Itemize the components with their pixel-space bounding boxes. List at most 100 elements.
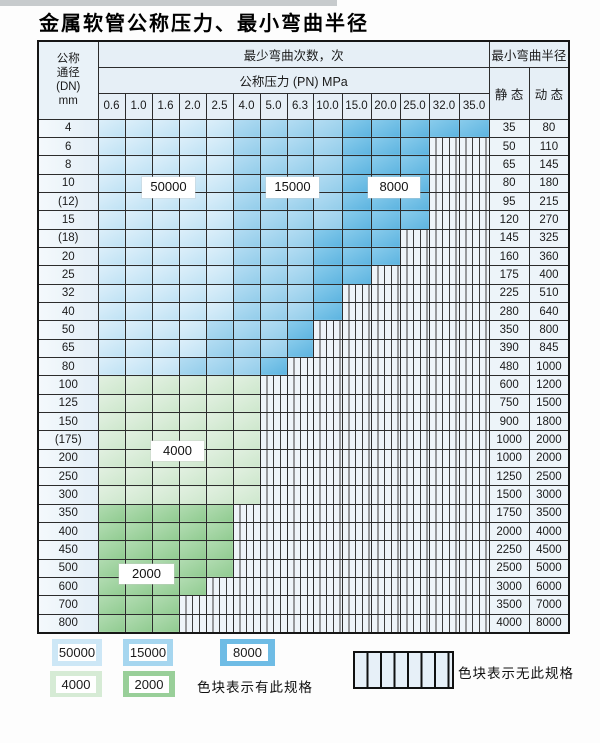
no-spec-cell xyxy=(370,503,401,524)
no-spec-cell xyxy=(341,301,372,322)
static-radius-cell: 160 xyxy=(488,246,530,267)
table-row: 125 750 1500 xyxy=(37,393,570,414)
no-spec-cell xyxy=(232,503,261,524)
spec-cell-50000 xyxy=(97,118,126,138)
dynamic-radius-cell: 215 xyxy=(528,191,570,212)
table-row: 25 175 400 xyxy=(37,265,570,285)
dn-cell: 32 xyxy=(37,283,99,303)
no-spec-cell xyxy=(428,467,460,487)
static-radius-cell: 65 xyxy=(488,155,530,175)
table-row: (175) 1000 2000 xyxy=(37,430,570,450)
spec-cell-8000 xyxy=(341,210,372,230)
spec-cell-8000 xyxy=(312,301,343,322)
spec-cell-50000 xyxy=(124,301,153,322)
pressure-header: 公称压力 (PN) MPa xyxy=(97,66,490,94)
dn-cell: (18) xyxy=(37,228,99,248)
spec-cell-15000 xyxy=(205,320,234,340)
spec-cell-4000 xyxy=(178,411,207,432)
spec-cell-15000 xyxy=(232,210,261,230)
no-spec-cell xyxy=(205,577,234,597)
spec-cell-50000 xyxy=(151,301,180,322)
no-spec-cell xyxy=(458,522,490,542)
spec-cell-2000 xyxy=(97,540,126,560)
dn-header-line: 公称 xyxy=(56,53,80,66)
spec-cell-50000 xyxy=(178,136,207,157)
no-spec-cell xyxy=(286,393,314,414)
spec-cell-4000 xyxy=(151,411,180,432)
static-radius-cell: 390 xyxy=(488,338,530,358)
spec-cell-15000 xyxy=(312,173,343,193)
no-spec-cell xyxy=(370,393,401,414)
spec-cell-2000 xyxy=(124,540,153,560)
no-spec-cell xyxy=(312,411,343,432)
spec-cell-2000 xyxy=(97,522,126,542)
spec-cell-50000 xyxy=(97,228,126,248)
no-spec-cell xyxy=(341,283,372,303)
spec-cell-15000 xyxy=(232,301,261,322)
spec-cell-15000 xyxy=(259,118,288,138)
legend-value: 50000 xyxy=(58,644,96,661)
spec-cell-8000 xyxy=(399,118,430,138)
spec-cell-4000 xyxy=(232,448,261,469)
spec-cell-15000 xyxy=(205,356,234,377)
no-spec-cell xyxy=(286,430,314,450)
spec-cell-50000 xyxy=(205,265,234,285)
spec-cell-50000 xyxy=(124,338,153,358)
no-spec-cell xyxy=(259,540,288,560)
no-spec-cell xyxy=(370,430,401,450)
no-spec-cell xyxy=(232,577,261,597)
no-spec-cell xyxy=(341,522,372,542)
spec-cell-8000 xyxy=(312,265,343,285)
page-title: 金属软管公称压力、最小弯曲半径 xyxy=(39,11,369,35)
spec-cell-4000 xyxy=(124,467,153,487)
spec-cell-4000 xyxy=(205,485,234,505)
spec-cell-15000 xyxy=(286,210,314,230)
spec-cell-8000 xyxy=(428,118,460,138)
no-spec-cell xyxy=(428,246,460,267)
spec-cell-8000 xyxy=(370,136,401,157)
spec-cell-8000 xyxy=(312,228,343,248)
no-spec-cell xyxy=(458,301,490,322)
spec-cell-50000 xyxy=(178,320,207,340)
legend-value: 15000 xyxy=(129,644,167,661)
no-spec-cell xyxy=(399,558,430,579)
no-spec-cell xyxy=(312,448,343,469)
spec-cell-2000 xyxy=(178,558,207,579)
dynamic-radius-cell: 110 xyxy=(528,136,570,157)
dynamic-radius-cell: 8000 xyxy=(528,613,570,634)
no-spec-cell xyxy=(428,393,460,414)
spec-cell-4000 xyxy=(124,485,153,505)
no-spec-cell xyxy=(312,540,343,560)
spec-cell-15000 xyxy=(232,173,261,193)
spec-cell-2000 xyxy=(151,522,180,542)
spec-cell-4000 xyxy=(232,411,261,432)
legend-swatch-4000: 4000 xyxy=(50,671,102,697)
no-spec-cell xyxy=(341,411,372,432)
spec-cell-50000 xyxy=(97,265,126,285)
spec-cell-50000 xyxy=(97,155,126,175)
no-spec-cell xyxy=(399,485,430,505)
spec-cell-50000 xyxy=(205,228,234,248)
spec-cell-2000 xyxy=(97,558,126,579)
table-row: 400 2000 4000 xyxy=(37,522,570,542)
no-spec-cell xyxy=(370,265,401,285)
table-row: 200 1000 2000 xyxy=(37,448,570,469)
spec-cell-50000 xyxy=(151,246,180,267)
spec-cell-50000 xyxy=(151,118,180,138)
no-spec-cell xyxy=(458,540,490,560)
no-spec-cell xyxy=(286,467,314,487)
spec-cell-50000 xyxy=(205,283,234,303)
spec-cell-50000 xyxy=(97,173,126,193)
pressure-col-header: 0.6 xyxy=(97,92,126,120)
spec-cell-2000 xyxy=(205,522,234,542)
table-row: 6 50 110 xyxy=(37,136,570,157)
spec-cell-8000 xyxy=(341,246,372,267)
spec-cell-50000 xyxy=(178,283,207,303)
pressure-col-header: 2.5 xyxy=(205,92,234,120)
no-spec-cell xyxy=(428,191,460,212)
spec-cell-4000 xyxy=(178,485,207,505)
pressure-col-header: 20.0 xyxy=(370,92,401,120)
no-spec-cell xyxy=(428,411,460,432)
spec-cell-15000 xyxy=(232,246,261,267)
spec-cell-15000 xyxy=(312,136,343,157)
